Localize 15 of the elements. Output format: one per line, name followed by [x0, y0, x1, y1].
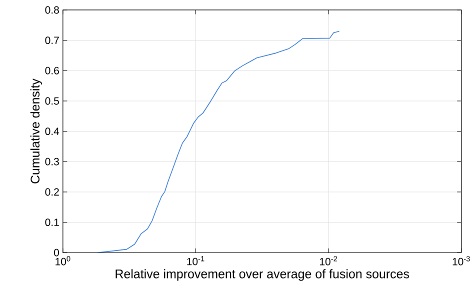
y-tick-label: 0.3	[45, 158, 59, 166]
y-tick-label: 0.1	[45, 218, 59, 226]
x-axis-title: Relative improvement over average of fusion sources	[116, 269, 410, 282]
y-tick-label: 0.7	[45, 36, 59, 44]
y-tick-label: 0.8	[45, 6, 59, 14]
x-tick-label: 10$^{0}$	[56, 256, 70, 266]
y-tick-label: 0	[54, 249, 59, 257]
y-tick-label: 0.2	[45, 188, 59, 196]
x-tick-label: 10$^{-2}$	[320, 256, 338, 266]
y-tick-label: 0.4	[45, 128, 60, 136]
x-tick-label: 10$^{-1}$	[187, 256, 204, 266]
y-axis-title: Cumulative density	[30, 78, 42, 184]
y-tick-label: 0.5	[45, 97, 59, 105]
x-tick-label: 10$^{-3}$	[452, 256, 470, 266]
y-tick-label: 0.6	[45, 67, 59, 75]
